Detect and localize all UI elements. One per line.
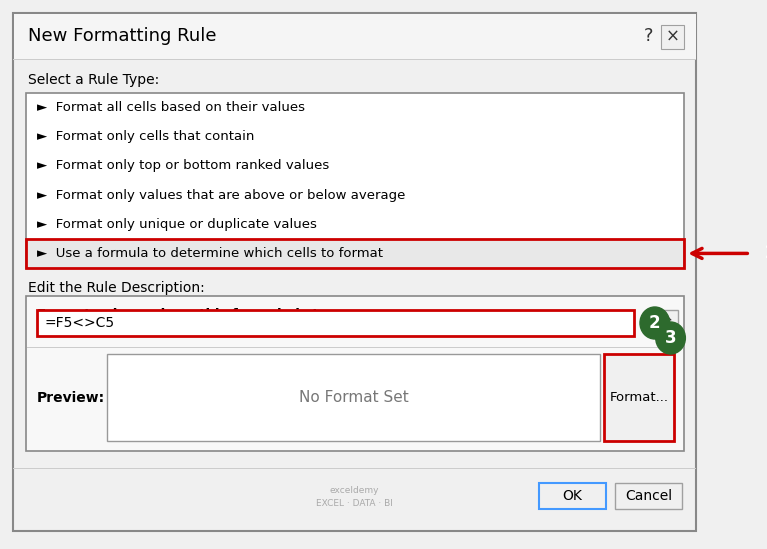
Text: ►  Format only cells that contain: ► Format only cells that contain: [37, 130, 255, 143]
Text: ►  Format only unique or duplicate values: ► Format only unique or duplicate values: [37, 218, 317, 231]
Text: OK: OK: [562, 489, 582, 503]
Text: =F5<>C5: =F5<>C5: [44, 316, 114, 330]
Bar: [657, 310, 678, 336]
Bar: [26, 93, 683, 268]
Text: New Formatting Rule: New Formatting Rule: [28, 27, 216, 45]
Text: Cancel: Cancel: [625, 489, 672, 503]
Text: 2: 2: [649, 314, 660, 332]
Text: Preview:: Preview:: [37, 390, 105, 405]
Text: No Format Set: No Format Set: [299, 390, 409, 405]
Bar: [27, 239, 683, 268]
Text: 3: 3: [665, 329, 676, 347]
Text: ►  Format only top or bottom ranked values: ► Format only top or bottom ranked value…: [37, 159, 329, 172]
Text: Select a Rule Type:: Select a Rule Type:: [28, 73, 159, 87]
Bar: [26, 296, 683, 451]
Text: ?: ?: [644, 27, 653, 45]
Text: exceldemy
EXCEL · DATA · BI: exceldemy EXCEL · DATA · BI: [316, 486, 393, 508]
Bar: [615, 483, 682, 509]
Circle shape: [640, 307, 670, 339]
Text: Format...: Format...: [610, 391, 669, 404]
Bar: [539, 483, 606, 509]
Circle shape: [656, 322, 686, 354]
Bar: [604, 354, 674, 441]
Bar: [13, 59, 696, 60]
Text: ►  Format only values that are above or below average: ► Format only values that are above or b…: [37, 189, 406, 201]
Text: 1: 1: [765, 244, 767, 262]
Bar: [37, 310, 634, 336]
Bar: [661, 25, 683, 49]
Bar: [26, 239, 683, 268]
Bar: [27, 347, 683, 348]
Bar: [14, 14, 696, 59]
Bar: [107, 354, 600, 441]
Text: ↑: ↑: [661, 316, 674, 330]
Circle shape: [754, 236, 767, 271]
Text: Edit the Rule Description:: Edit the Rule Description:: [28, 281, 205, 295]
Text: ►  Use a formula to determine which cells to format: ► Use a formula to determine which cells…: [37, 247, 383, 260]
Bar: [13, 468, 696, 469]
Text: ×: ×: [666, 28, 680, 46]
Text: ►  Format all cells based on their values: ► Format all cells based on their values: [37, 101, 305, 114]
Text: Format values where this formula is true:: Format values where this formula is true…: [37, 307, 349, 321]
